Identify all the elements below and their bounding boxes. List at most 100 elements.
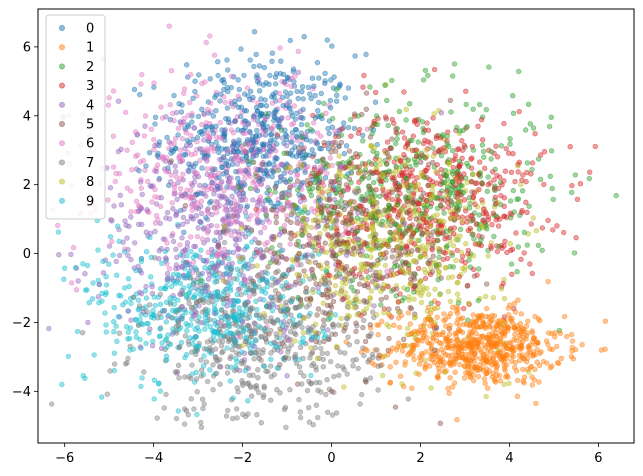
scatter-point-2 bbox=[460, 189, 467, 196]
scatter-point-3 bbox=[444, 255, 451, 262]
scatter-point-4 bbox=[192, 243, 199, 250]
scatter-point-0 bbox=[196, 72, 202, 78]
scatter-point-1 bbox=[474, 324, 480, 330]
scatter-point-9 bbox=[125, 276, 132, 282]
scatter-point-6 bbox=[177, 147, 184, 153]
scatter-point-5 bbox=[373, 243, 380, 249]
scatter-point-6 bbox=[158, 104, 164, 110]
scatter-point-7 bbox=[354, 339, 360, 345]
scatter-point-2 bbox=[508, 261, 515, 267]
scatter-point-7 bbox=[234, 406, 240, 412]
scatter-point-9 bbox=[207, 324, 213, 330]
scatter-point-7 bbox=[367, 375, 374, 381]
scatter-point-9 bbox=[245, 398, 251, 404]
scatter-point-9 bbox=[300, 278, 306, 284]
scatter-point-6 bbox=[213, 134, 220, 140]
scatter-point-7 bbox=[242, 338, 249, 345]
scatter-point-9 bbox=[307, 310, 313, 317]
scatter-point-8 bbox=[406, 238, 413, 244]
scatter-point-9 bbox=[143, 295, 150, 301]
scatter-point-2 bbox=[476, 101, 483, 108]
scatter-point-7 bbox=[296, 396, 302, 403]
scatter-point-6 bbox=[324, 170, 330, 177]
scatter-point-8 bbox=[381, 309, 387, 316]
scatter-point-5 bbox=[392, 404, 399, 410]
scatter-point-0 bbox=[261, 119, 267, 125]
scatter-point-2 bbox=[457, 226, 464, 233]
scatter-point-2 bbox=[457, 128, 463, 134]
scatter-point-4 bbox=[118, 146, 124, 153]
scatter-point-0 bbox=[302, 169, 308, 175]
scatter-point-6 bbox=[160, 156, 167, 163]
scatter-point-9 bbox=[89, 296, 96, 302]
scatter-point-3 bbox=[503, 145, 509, 152]
scatter-point-6 bbox=[263, 208, 269, 214]
scatter-point-9 bbox=[241, 282, 247, 289]
scatter-point-4 bbox=[115, 98, 122, 104]
scatter-point-3 bbox=[384, 139, 391, 145]
scatter-point-1 bbox=[422, 366, 428, 372]
scatter-point-5 bbox=[413, 216, 420, 222]
scatter-point-2 bbox=[421, 154, 427, 161]
scatter-point-6 bbox=[222, 99, 229, 106]
scatter-point-9 bbox=[98, 394, 105, 400]
scatter-point-9 bbox=[111, 350, 118, 356]
scatter-point-7 bbox=[182, 333, 189, 339]
scatter-point-4 bbox=[204, 171, 211, 178]
scatter-point-6 bbox=[216, 170, 222, 176]
scatter-point-7 bbox=[310, 360, 317, 367]
scatter-point-0 bbox=[289, 152, 296, 159]
scatter-point-1 bbox=[487, 354, 493, 361]
scatter-point-7 bbox=[207, 345, 213, 351]
scatter-point-4 bbox=[371, 303, 377, 309]
scatter-point-4 bbox=[259, 254, 266, 260]
scatter-point-0 bbox=[283, 136, 290, 143]
scatter-point-7 bbox=[198, 373, 204, 379]
scatter-point-7 bbox=[201, 401, 208, 407]
scatter-point-0 bbox=[271, 137, 277, 143]
scatter-point-7 bbox=[324, 350, 331, 357]
scatter-point-7 bbox=[157, 310, 163, 317]
scatter-point-3 bbox=[541, 149, 548, 155]
scatter-point-1 bbox=[440, 363, 446, 369]
scatter-point-7 bbox=[322, 278, 329, 284]
scatter-point-3 bbox=[413, 153, 420, 160]
scatter-point-0 bbox=[328, 77, 334, 83]
scatter-point-2 bbox=[448, 109, 454, 115]
scatter-point-7 bbox=[175, 362, 182, 368]
scatter-point-6 bbox=[164, 261, 170, 267]
scatter-point-3 bbox=[404, 141, 410, 147]
scatter-point-3 bbox=[500, 280, 506, 287]
scatter-point-4 bbox=[144, 207, 150, 213]
scatter-point-7 bbox=[247, 350, 254, 356]
scatter-point-7 bbox=[271, 347, 277, 353]
scatter-point-4 bbox=[184, 240, 191, 246]
scatter-point-7 bbox=[182, 374, 188, 380]
scatter-point-8 bbox=[363, 277, 369, 283]
scatter-point-0 bbox=[312, 115, 319, 121]
scatter-point-3 bbox=[465, 251, 471, 257]
scatter-point-7 bbox=[130, 294, 137, 300]
scatter-point-4 bbox=[107, 185, 114, 191]
scatter-point-0 bbox=[235, 77, 241, 83]
scatter-point-3 bbox=[382, 114, 389, 120]
scatter-point-4 bbox=[204, 257, 210, 263]
scatter-point-2 bbox=[436, 254, 442, 261]
scatter-point-2 bbox=[367, 84, 373, 90]
scatter-point-4 bbox=[268, 145, 275, 152]
scatter-point-2 bbox=[519, 188, 526, 194]
scatter-point-6 bbox=[177, 242, 183, 248]
scatter-point-5 bbox=[356, 281, 363, 287]
scatter-point-7 bbox=[240, 380, 246, 386]
scatter-point-5 bbox=[429, 269, 436, 275]
scatter-point-6 bbox=[213, 252, 220, 258]
scatter-point-1 bbox=[511, 300, 518, 307]
scatter-point-5 bbox=[367, 262, 374, 268]
scatter-point-8 bbox=[463, 241, 469, 247]
scatter-point-6 bbox=[169, 200, 175, 206]
scatter-point-9 bbox=[242, 368, 249, 374]
scatter-point-2 bbox=[524, 160, 531, 166]
scatter-point-6 bbox=[110, 164, 117, 170]
scatter-point-7 bbox=[209, 298, 215, 305]
scatter-point-3 bbox=[524, 209, 530, 216]
